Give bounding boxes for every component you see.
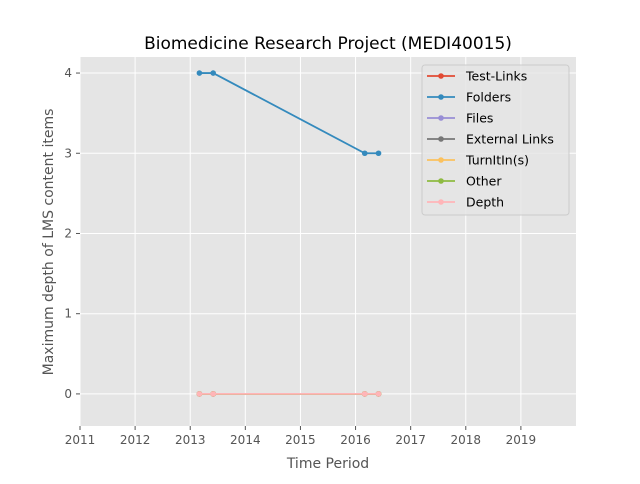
legend-swatch-marker bbox=[438, 73, 444, 79]
x-tick-label: 2013 bbox=[175, 433, 206, 447]
data-point bbox=[361, 150, 368, 157]
series-line bbox=[199, 72, 379, 155]
legend-swatch-marker bbox=[438, 136, 444, 142]
legend-swatch-marker bbox=[438, 115, 444, 121]
x-tick-label: 2018 bbox=[451, 433, 482, 447]
legend-label: Files bbox=[466, 111, 493, 126]
series-depth bbox=[196, 391, 382, 397]
data-point bbox=[196, 391, 203, 397]
series-layer bbox=[196, 70, 382, 397]
y-tick-label: 4 bbox=[64, 66, 72, 80]
data-point bbox=[210, 70, 216, 76]
x-tick-label: 2019 bbox=[506, 433, 537, 447]
legend-label: Folders bbox=[466, 90, 511, 105]
series-folders bbox=[196, 70, 382, 157]
legend-swatch-marker bbox=[438, 178, 444, 184]
data-point bbox=[361, 391, 368, 397]
x-tick-label: 2011 bbox=[65, 433, 96, 447]
y-tick-label: 0 bbox=[64, 387, 72, 401]
data-point bbox=[375, 150, 382, 157]
data-point bbox=[375, 391, 382, 397]
legend-label: External Links bbox=[466, 132, 554, 147]
legend-swatch-marker bbox=[438, 157, 444, 163]
y-tick-label: 1 bbox=[64, 307, 72, 321]
chart-title: Biomedicine Research Project (MEDI40015) bbox=[144, 34, 512, 54]
legend: Test-Links Folders Files External Links Turn… bbox=[421, 64, 570, 216]
x-tick-label: 2012 bbox=[120, 433, 151, 447]
y-tick-label: 2 bbox=[64, 226, 72, 240]
x-axis-label: Time Period bbox=[286, 456, 369, 472]
legend-box bbox=[421, 64, 570, 216]
legend-swatch-marker bbox=[438, 199, 444, 205]
legend-swatch-marker bbox=[438, 94, 444, 100]
x-tick-label: 2016 bbox=[340, 433, 371, 447]
x-tick-label: 2014 bbox=[230, 433, 261, 447]
legend-label: TurnItIn(s) bbox=[465, 153, 529, 168]
legend-label: Depth bbox=[466, 195, 504, 210]
x-tick-label: 2017 bbox=[395, 433, 426, 447]
axes: 2011 2012 2013 2014 2015 2016 2017 2018 2019 0 1 2 3… bbox=[64, 66, 536, 447]
legend-label: Test-Links bbox=[465, 69, 527, 84]
legend-label: Other bbox=[466, 174, 502, 189]
legend-items: Test-Links Folders Files External Links Turn… bbox=[427, 69, 554, 210]
y-axis-label: Maximum depth of LMS content items bbox=[41, 109, 57, 376]
x-tick-label: 2015 bbox=[285, 433, 316, 447]
y-tick-label: 3 bbox=[64, 146, 72, 160]
data-point bbox=[210, 391, 216, 397]
data-point bbox=[196, 70, 203, 76]
